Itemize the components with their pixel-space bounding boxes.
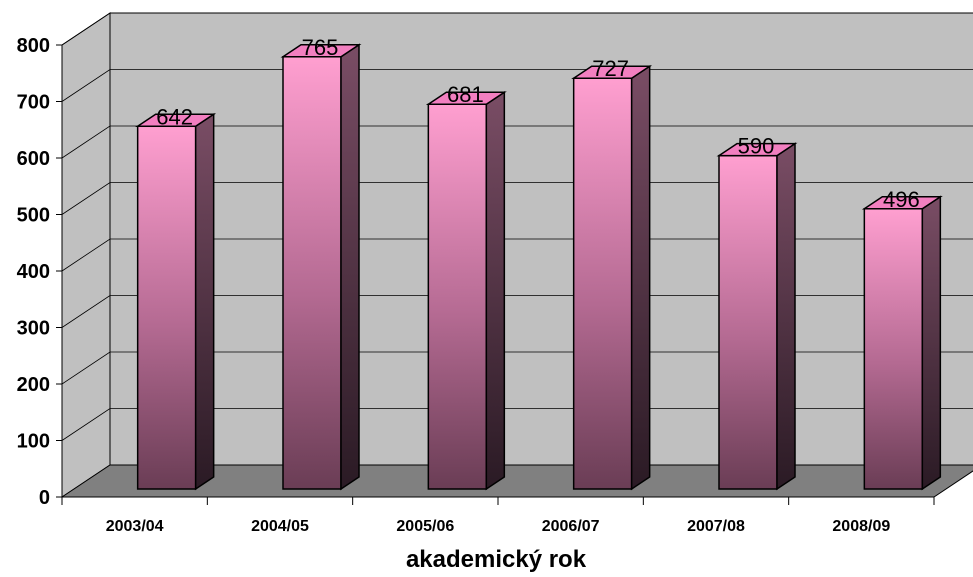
bar-side (630, 64, 651, 491)
gridline (61, 238, 973, 272)
y-tick-label: 300 (17, 318, 50, 340)
bar (716, 142, 798, 491)
bars: 642 765 681 727 590 496 (135, 35, 943, 491)
gridline (61, 182, 973, 215)
bar-top (861, 196, 943, 210)
data-label: 681 (447, 82, 484, 107)
y-axis-ticks: 0 100 200 300 400 500 600 700 800 (17, 35, 63, 509)
bar-front (718, 154, 778, 490)
data-label: 642 (156, 104, 193, 129)
y-tick-label: 100 (17, 431, 50, 453)
gridline (61, 351, 973, 385)
gridline (61, 125, 973, 159)
x-axis-ticks: 2003/04 2004/05 2005/06 2006/07 2007/08 2008/… (61, 496, 935, 535)
x-tick-label: 2008/09 (832, 518, 890, 535)
x-tick-label: 2007/08 (687, 518, 745, 535)
bar-top (425, 91, 507, 105)
x-tick-label: 2003/04 (106, 518, 164, 535)
gridline (61, 12, 973, 46)
bar-front (863, 208, 924, 490)
bar-side (776, 142, 796, 491)
bar-side (921, 195, 942, 491)
gridline (61, 69, 973, 102)
gridline (61, 408, 973, 441)
bar-top (716, 142, 798, 157)
bar (861, 195, 943, 491)
x-tick-label: 2005/06 (396, 518, 454, 535)
bar-side (340, 43, 360, 491)
data-label: 496 (883, 187, 920, 212)
y-tick-label: 500 (17, 205, 50, 227)
bar-front (136, 125, 197, 490)
bar (135, 112, 217, 491)
y-tick-label: 400 (17, 261, 50, 283)
y-tick-label: 800 (17, 35, 50, 57)
bar-side (485, 90, 506, 491)
bar-front (427, 103, 488, 490)
bar (425, 90, 507, 491)
bar-top (571, 65, 653, 79)
bar-front (282, 56, 342, 490)
gridlines (61, 12, 973, 441)
bar (571, 64, 653, 491)
y-tick-label: 0 (39, 487, 50, 509)
y-tick-label: 700 (17, 92, 50, 114)
bar-top (280, 44, 362, 58)
y-tick-label: 200 (17, 374, 50, 396)
bar-front (572, 77, 633, 490)
bar-top (135, 113, 217, 128)
data-label: 765 (302, 35, 339, 60)
data-label: 590 (738, 134, 775, 159)
x-axis-label: akademický rok (406, 546, 587, 573)
bar-side (194, 112, 215, 491)
bar (280, 43, 362, 491)
y-tick-label: 600 (17, 148, 50, 170)
data-label: 727 (592, 56, 629, 81)
x-tick-label: 2004/05 (251, 518, 309, 535)
gridline (61, 295, 973, 328)
x-tick-label: 2006/07 (542, 518, 600, 535)
